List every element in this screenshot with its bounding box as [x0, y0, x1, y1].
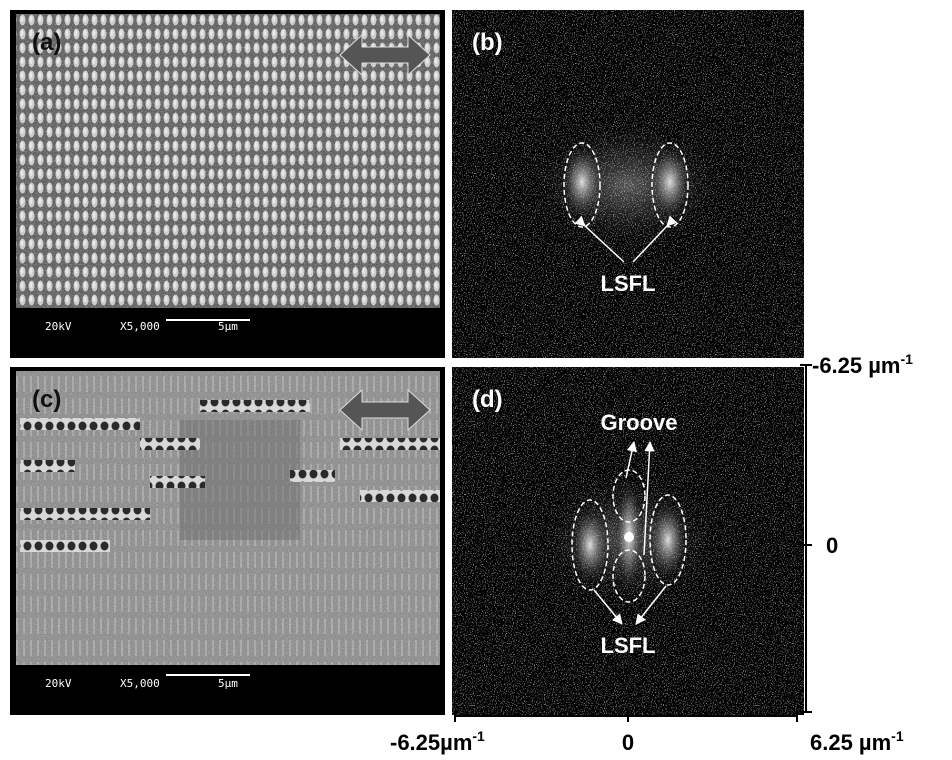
- hole-row: [290, 470, 335, 482]
- hole-row: [20, 508, 150, 520]
- voltage: 20kV: [45, 320, 72, 333]
- axis-label: 0: [826, 533, 838, 558]
- panel-label: (c): [32, 386, 61, 413]
- panel-label: (b): [472, 29, 503, 56]
- fft-glow: [518, 115, 738, 255]
- axis-label-text: 6.25 µm: [810, 730, 891, 755]
- hole-row: [20, 460, 75, 472]
- panel-c: (c) 20kV X5,000 5µm: [10, 367, 445, 715]
- axis-label-sup: -1: [901, 351, 914, 367]
- annotation: Groove: [600, 410, 677, 435]
- axis-label: 6.25 µm-1: [810, 728, 904, 755]
- panel-a: (a) 20kV X5,000 5µm: [10, 10, 445, 358]
- magnification: X5,000: [120, 677, 160, 690]
- hole-row: [200, 400, 310, 412]
- axis-label-sup: -1: [891, 728, 904, 744]
- panel-b: LSFL (b): [452, 10, 804, 358]
- annotation: LSFL: [601, 633, 656, 658]
- panel-label: (d): [472, 386, 503, 413]
- hole-row: [20, 540, 110, 552]
- axis-label-sup: -1: [472, 728, 485, 744]
- hole-row: [360, 490, 440, 502]
- scale-length: 5µm: [218, 677, 238, 690]
- scale-length: 5µm: [218, 320, 238, 333]
- hole-row: [150, 476, 205, 488]
- magnification: X5,000: [120, 320, 160, 333]
- voltage: 20kV: [45, 677, 72, 690]
- axis-label: 0: [622, 730, 634, 755]
- axis-label: -6.25 µm-1: [812, 351, 913, 378]
- hole-row: [340, 438, 440, 450]
- hole-row: [20, 418, 140, 430]
- hole-row: [140, 438, 200, 450]
- fft-center: [624, 532, 634, 542]
- axis-label: -6.25µm-1: [390, 728, 485, 755]
- axis-label-text: -6.25 µm: [812, 353, 901, 378]
- panel-d: Groove LSFL (d): [452, 367, 804, 715]
- annotation: LSFL: [601, 271, 656, 296]
- panel-label: (a): [32, 29, 61, 56]
- axis-label-text: -6.25µm: [390, 730, 472, 755]
- figure: (a) 20kV X5,000 5µm LSFL (b) (c) 20kV X5…: [0, 0, 952, 760]
